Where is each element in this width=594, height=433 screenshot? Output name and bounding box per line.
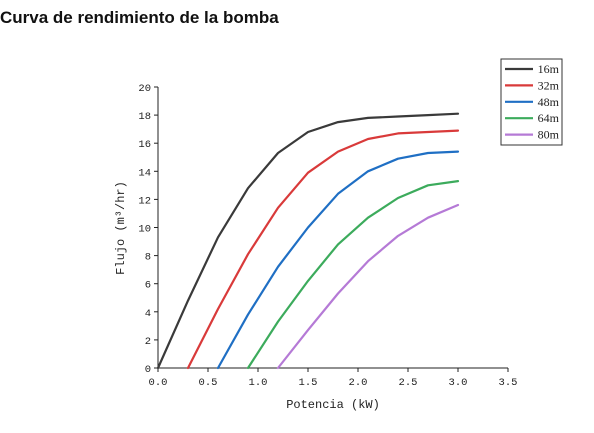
y-tick-label: 18 — [138, 111, 151, 123]
x-tick-label: 2.5 — [399, 377, 418, 389]
x-tick-label: 1.5 — [299, 377, 318, 389]
page-title: Curva de rendimiento de la bomba — [0, 8, 279, 27]
y-tick-label: 16 — [138, 139, 151, 151]
series-lines — [156, 112, 460, 370]
y-tick-label: 12 — [138, 195, 151, 207]
y-tick-label: 2 — [145, 336, 151, 348]
y-tick-label: 14 — [138, 167, 151, 179]
x-tick-label: 0.5 — [199, 377, 218, 389]
y-tick-label: 20 — [138, 83, 151, 95]
y-tick-label: 6 — [145, 280, 151, 292]
y-tick-label: 10 — [138, 224, 151, 236]
series-line-48m — [216, 150, 460, 370]
legend-label-48m: 48m — [538, 95, 560, 109]
legend: 16m 32m 48m 64m 80m — [500, 58, 563, 146]
legend-label-80m: 80m — [538, 128, 560, 142]
series-line-64m — [246, 180, 460, 370]
x-axis-title: Potencia (kW) — [286, 398, 380, 412]
legend-label-32m: 32m — [538, 78, 560, 92]
tick-labels: 0.0 0.5 1.0 1.5 2.0 2.5 3.0 3.5 0 2 4 6 8 10 12 14 16 18 2… — [138, 83, 517, 389]
series-line-16m — [156, 112, 460, 370]
y-axis-title: Flujo (m³/hr) — [114, 181, 128, 275]
x-tick-label: 3.0 — [449, 377, 468, 389]
legend-label-16m: 16m — [538, 62, 560, 76]
series-line-32m — [186, 129, 460, 370]
x-tick-label: 0.0 — [149, 377, 168, 389]
y-tick-label: 0 — [145, 364, 151, 376]
x-tick-label: 3.5 — [499, 377, 518, 389]
x-tick-label: 2.0 — [349, 377, 368, 389]
x-tick-label: 1.0 — [249, 377, 268, 389]
legend-label-64m: 64m — [538, 111, 560, 125]
series-line-80m — [276, 203, 460, 370]
y-tick-label: 8 — [145, 252, 151, 264]
y-tick-label: 4 — [145, 308, 151, 320]
